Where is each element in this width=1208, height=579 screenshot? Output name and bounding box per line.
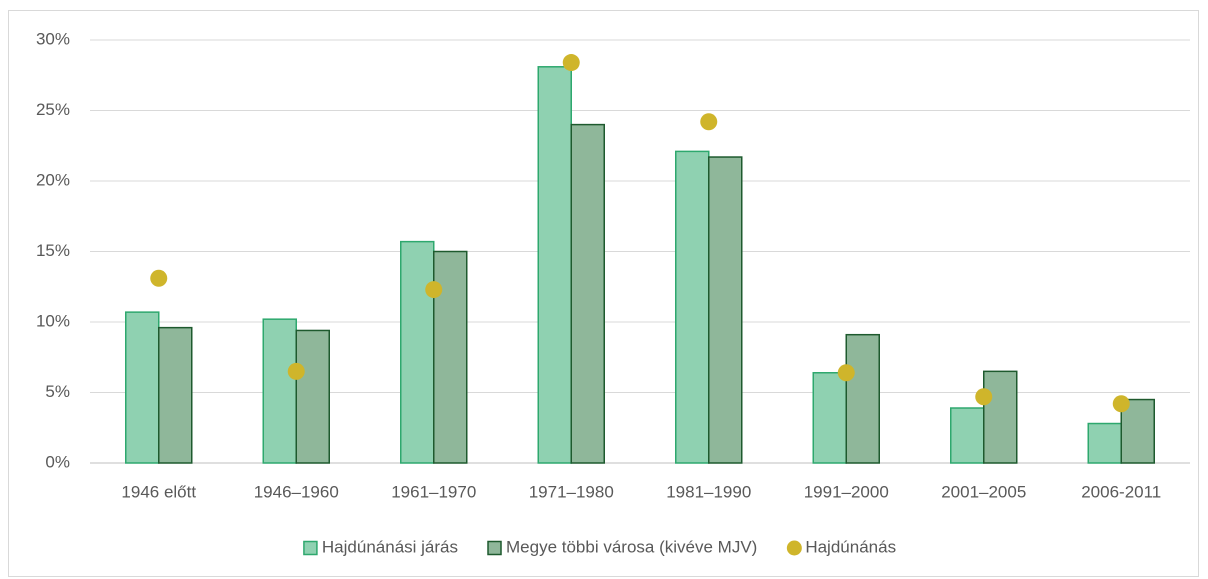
x-tick-label: 2006-2011 [1081, 482, 1161, 501]
y-tick-label: 10% [36, 311, 70, 330]
y-tick-label: 5% [45, 382, 70, 401]
dot [700, 113, 718, 131]
dot [837, 364, 855, 382]
bar [950, 407, 985, 464]
y-tick-label: 0% [45, 452, 70, 471]
legend-swatch [303, 540, 318, 556]
legend-swatch [786, 540, 802, 556]
y-tick-label: 15% [36, 241, 70, 260]
bar [262, 318, 297, 464]
dot [975, 388, 993, 406]
legend-swatch [487, 540, 502, 556]
x-tick-label: 1981–1990 [666, 482, 751, 501]
bar [158, 326, 193, 464]
legend-label: Megye többi városa (kivéve MJV) [506, 537, 757, 556]
dot [287, 362, 305, 380]
x-tick-label: 1961–1970 [391, 482, 476, 501]
x-tick-label: 2001–2005 [941, 482, 1026, 501]
bar [675, 150, 710, 464]
bar [537, 66, 572, 464]
bar [125, 311, 160, 464]
dot [1112, 395, 1130, 413]
bar [400, 240, 435, 464]
x-tick-label: 1946–1960 [254, 482, 339, 501]
bar [295, 329, 330, 464]
y-tick-label: 30% [36, 29, 70, 48]
bar [570, 123, 605, 464]
x-tick-label: 1946 előtt [121, 482, 196, 501]
bar [708, 156, 743, 464]
bar [1087, 422, 1122, 464]
bar [845, 333, 880, 464]
legend-label: Hajdúnánási járás [322, 537, 458, 556]
legend-label: Hajdúnánás [805, 537, 896, 556]
dot [425, 281, 443, 299]
y-tick-label: 20% [36, 170, 70, 189]
x-tick-label: 1991–2000 [804, 482, 889, 501]
bar [812, 372, 847, 464]
dot [562, 54, 580, 72]
x-tick-label: 1971–1980 [529, 482, 614, 501]
bar [983, 370, 1018, 464]
dot [150, 269, 168, 287]
y-tick-label: 25% [36, 100, 70, 119]
